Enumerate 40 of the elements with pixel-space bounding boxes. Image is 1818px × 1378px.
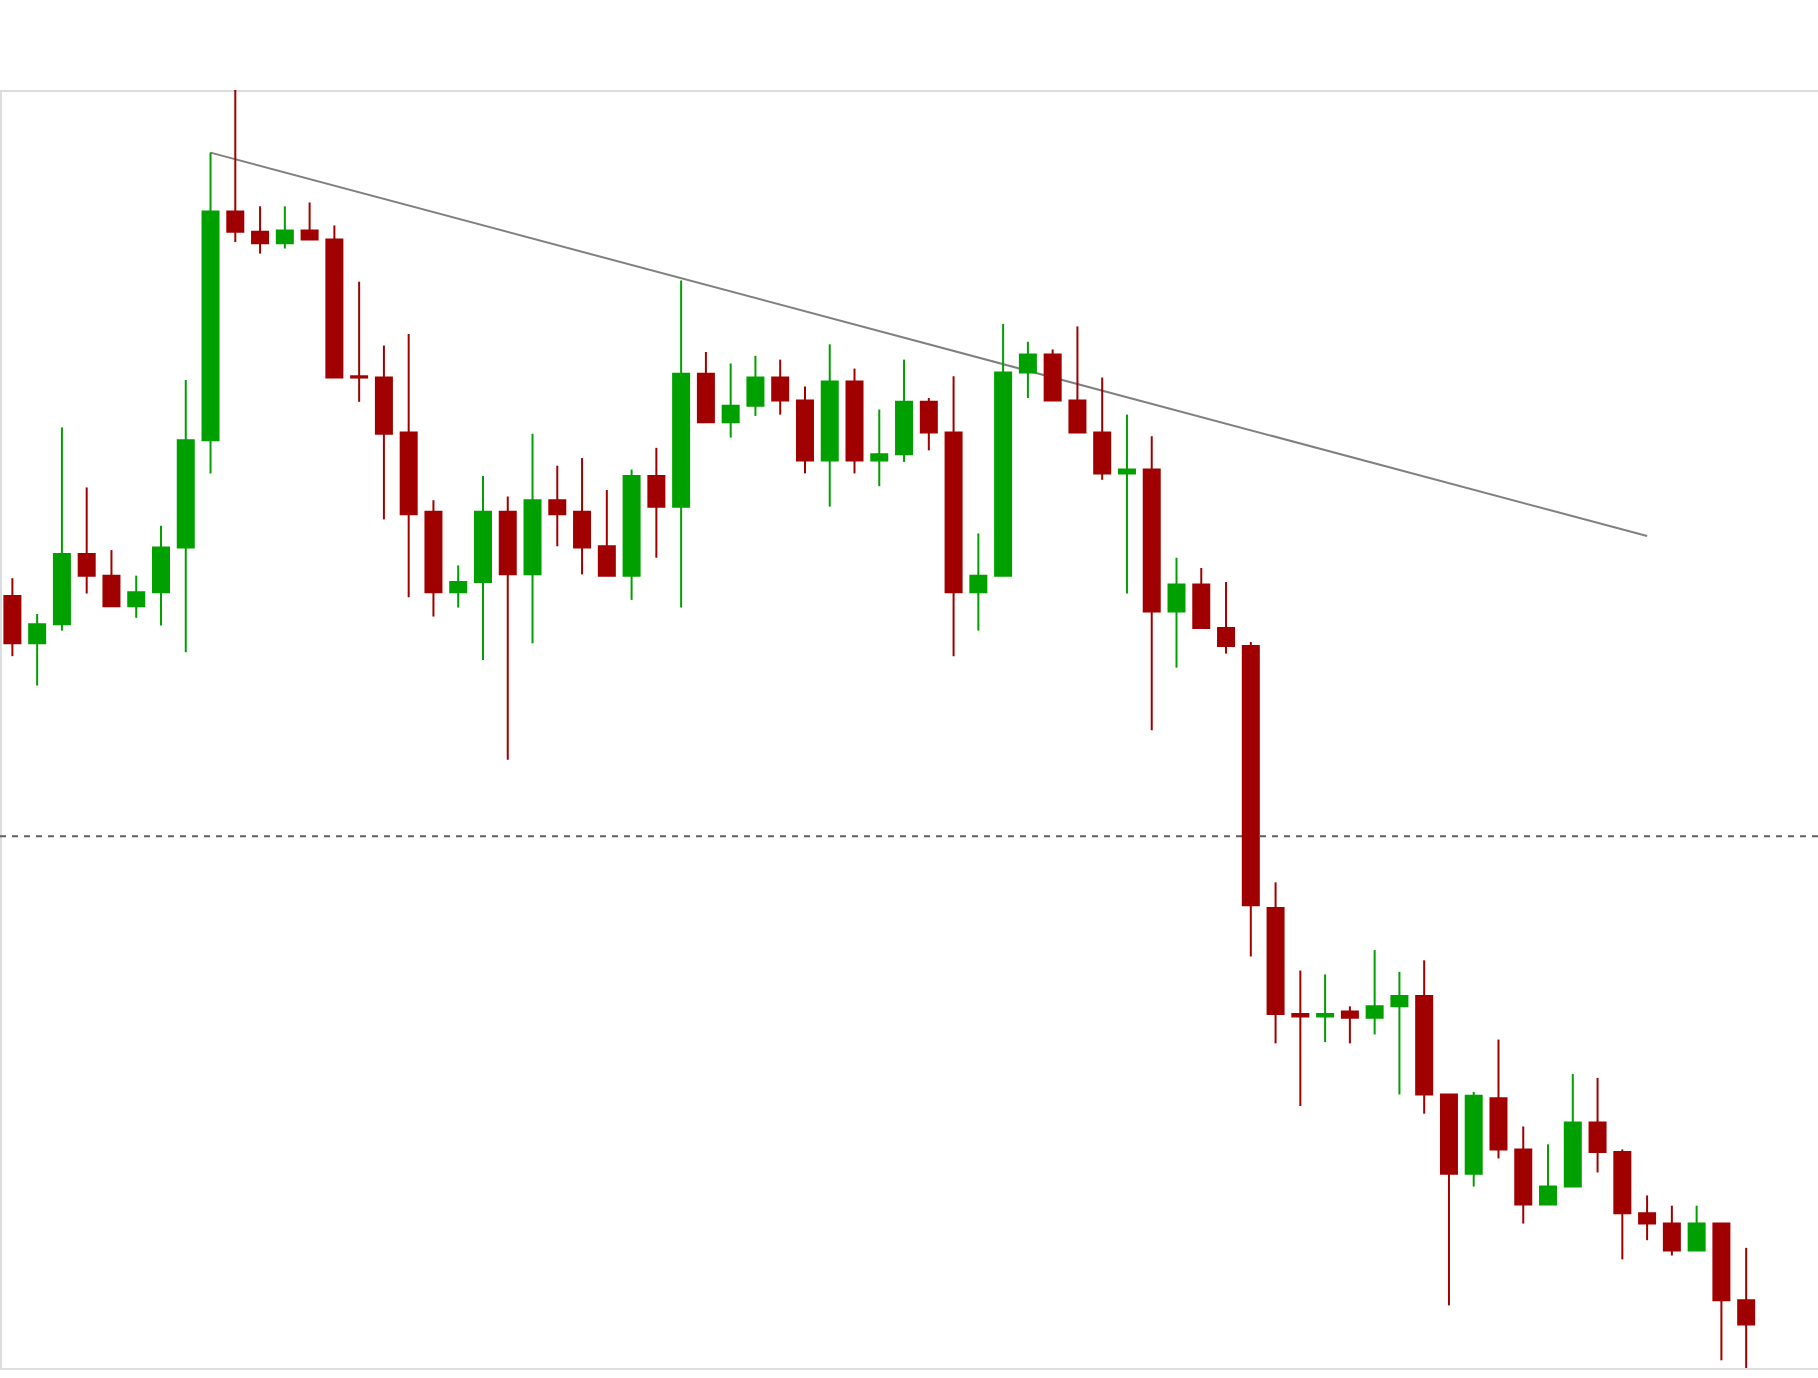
candlestick (127, 574, 146, 619)
candlestick (1068, 325, 1087, 434)
candlestick (28, 612, 47, 687)
candlestick (1192, 566, 1211, 630)
candlestick (1167, 556, 1186, 669)
candlestick (1390, 970, 1409, 1096)
candlestick (1588, 1076, 1607, 1174)
candlestick (1217, 581, 1236, 655)
candlestick (1093, 376, 1112, 481)
candlestick (548, 464, 567, 548)
candlestick (771, 358, 790, 416)
candlestick (1018, 340, 1037, 399)
candlestick (1043, 348, 1062, 402)
candlestick (746, 354, 765, 417)
candlestick (77, 486, 96, 595)
candlestick (151, 524, 170, 627)
candlestick (969, 532, 988, 632)
candlestick (275, 205, 294, 250)
candlestick (919, 397, 938, 452)
candlestick (300, 201, 319, 241)
candlestick (573, 457, 592, 576)
candlestick (870, 408, 889, 488)
candlestick (449, 564, 468, 609)
candlestick (1539, 1143, 1558, 1206)
candlestick (597, 489, 616, 577)
candlestick (3, 577, 22, 658)
candlestick (350, 280, 369, 403)
candlestick (1291, 969, 1310, 1108)
candlestick (1687, 1204, 1706, 1252)
candlestick (1316, 973, 1335, 1044)
candlestick (1340, 1005, 1359, 1045)
candlestick (226, 89, 245, 244)
candlestick (1737, 1246, 1756, 1369)
candlestick (721, 362, 740, 439)
candlestick (1638, 1194, 1657, 1242)
candlestick (251, 205, 270, 255)
candlestick (647, 446, 666, 559)
candlestick (1365, 949, 1384, 1036)
candlestick (102, 549, 121, 608)
candlestick (1662, 1204, 1681, 1257)
